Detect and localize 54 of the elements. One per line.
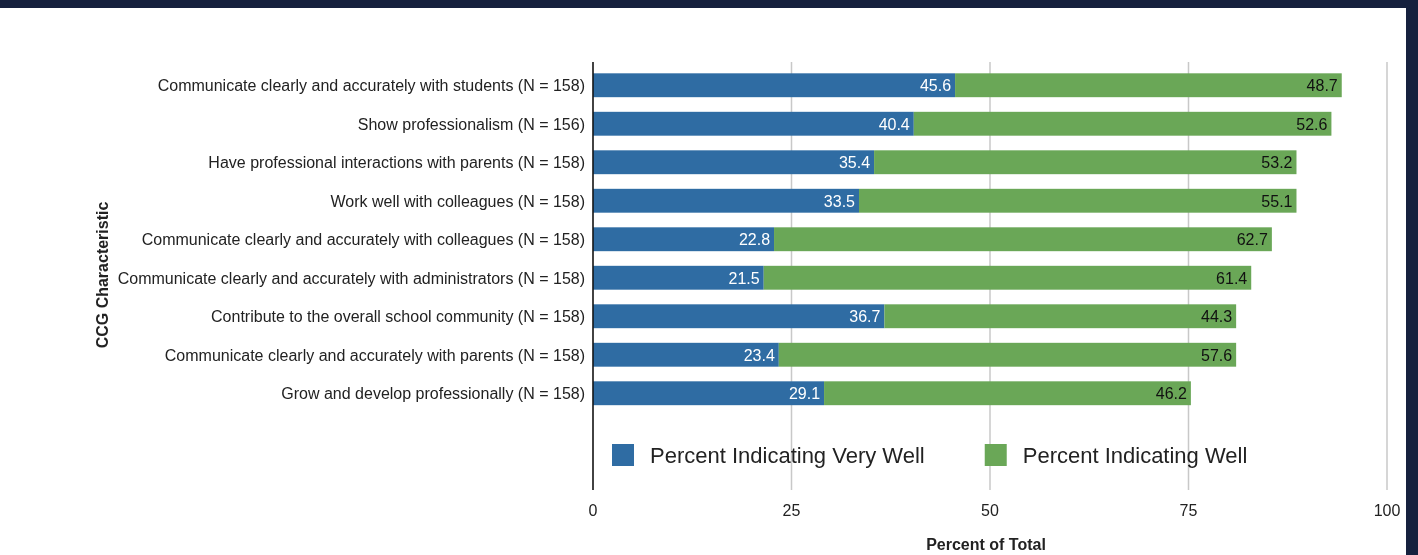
x-tick-label: 100 bbox=[1373, 502, 1401, 519]
data-label: 62.7 bbox=[1236, 231, 1268, 249]
data-label: 61.4 bbox=[1216, 269, 1248, 287]
data-label: 48.7 bbox=[1306, 77, 1338, 95]
data-label: 57.6 bbox=[1201, 346, 1233, 364]
data-label: 35.4 bbox=[838, 154, 871, 172]
legend-label: Percent Indicating Well bbox=[1022, 443, 1248, 468]
data-label: 52.6 bbox=[1296, 115, 1328, 133]
y-tick-label: Communicate clearly and accurately with students (N = 158) bbox=[157, 77, 585, 95]
data-label: 29.1 bbox=[788, 385, 821, 403]
bar bbox=[874, 150, 1297, 175]
y-tick-label: Communicate clearly and accurately with administrators (N = 158) bbox=[117, 269, 585, 287]
bar bbox=[593, 150, 875, 175]
data-label: 55.1 bbox=[1261, 192, 1293, 210]
bar bbox=[593, 188, 859, 213]
data-label: 21.5 bbox=[728, 269, 760, 287]
bar bbox=[763, 265, 1252, 290]
bar bbox=[913, 111, 1332, 136]
y-tick-label: Communicate clearly and accurately with colleagues (N = 158) bbox=[141, 231, 585, 249]
bar bbox=[593, 227, 775, 252]
bar bbox=[593, 73, 956, 98]
y-tick-label: Communicate clearly and accurately with parents (N = 158) bbox=[164, 346, 585, 364]
y-tick-label: Have professional interactions with parents (N = 158) bbox=[208, 154, 585, 172]
bar bbox=[593, 304, 885, 329]
bar bbox=[778, 342, 1237, 367]
y-tick-label: Contribute to the overall school community (N = 158) bbox=[211, 308, 585, 326]
bar bbox=[955, 73, 1342, 98]
y-axis-title: CCG Characteristic bbox=[93, 201, 111, 349]
bar bbox=[884, 304, 1237, 329]
bar bbox=[858, 188, 1297, 213]
bar bbox=[593, 265, 764, 290]
data-label: 53.2 bbox=[1261, 154, 1293, 172]
x-tick-label: 25 bbox=[782, 502, 801, 519]
data-label: 22.8 bbox=[738, 231, 771, 249]
bar bbox=[824, 381, 1191, 406]
x-tick-label: 75 bbox=[1179, 502, 1198, 519]
data-label: 36.7 bbox=[849, 308, 881, 326]
y-tick-label: Grow and develop professionally (N = 158) bbox=[281, 385, 585, 403]
bar bbox=[593, 381, 825, 406]
x-tick-label: 50 bbox=[981, 502, 999, 519]
y-tick-label: Show professionalism (N = 156) bbox=[357, 115, 585, 133]
data-label: 40.4 bbox=[878, 115, 910, 133]
bar bbox=[593, 342, 779, 367]
data-label: 45.6 bbox=[919, 77, 952, 95]
data-label: 23.4 bbox=[743, 346, 775, 364]
y-tick-label: Work well with colleagues (N = 158) bbox=[330, 192, 585, 210]
data-label: 44.3 bbox=[1201, 308, 1233, 326]
bar bbox=[774, 227, 1272, 252]
x-tick-label: 0 bbox=[588, 502, 598, 519]
legend-label: Percent Indicating Very Well bbox=[650, 443, 925, 468]
bar bbox=[593, 111, 914, 136]
data-label: 46.2 bbox=[1155, 385, 1187, 403]
data-label: 33.5 bbox=[823, 192, 856, 210]
x-axis-title: Percent of Total bbox=[926, 536, 1046, 553]
